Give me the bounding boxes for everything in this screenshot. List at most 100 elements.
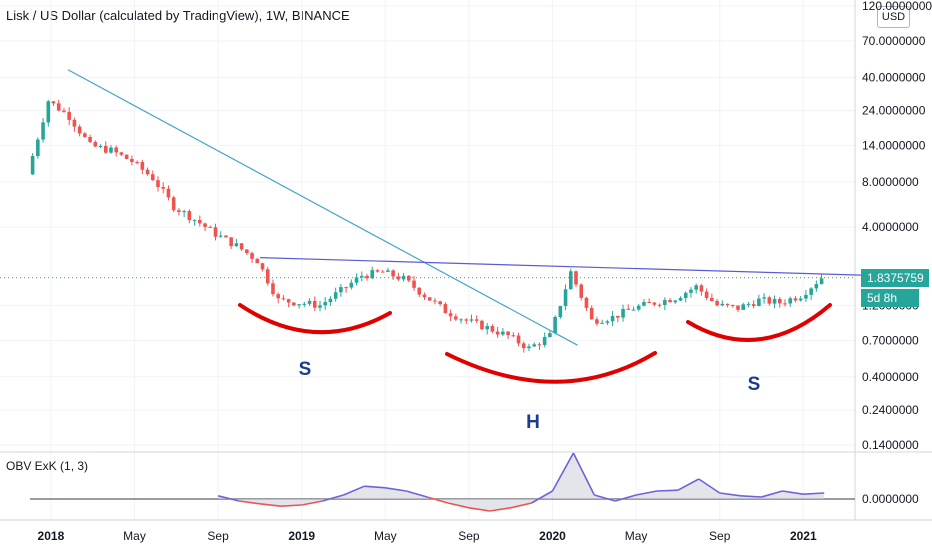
time-tick-label: 2018 bbox=[38, 529, 65, 543]
candle-body bbox=[265, 269, 270, 284]
obv-tick-label: 0.0000000 bbox=[862, 492, 919, 506]
candle-body bbox=[715, 300, 719, 306]
candle-body bbox=[292, 302, 296, 306]
candle-body bbox=[359, 275, 364, 278]
candle-body bbox=[140, 162, 145, 170]
candle-body bbox=[673, 300, 678, 303]
candle-body bbox=[636, 305, 641, 310]
candle-body bbox=[725, 303, 730, 305]
candle-body bbox=[605, 321, 610, 323]
right-shoulder-arc bbox=[686, 303, 832, 342]
obv-line-segment bbox=[510, 502, 532, 509]
candle-body bbox=[616, 315, 620, 318]
candle-body bbox=[98, 145, 103, 147]
obv-line-segment bbox=[468, 507, 490, 512]
candle-body bbox=[532, 344, 537, 347]
candle-body bbox=[72, 119, 77, 127]
obv-line-segment bbox=[301, 500, 323, 506]
head-and-shoulders-pattern bbox=[238, 303, 832, 384]
pattern-label-left-shoulder: S bbox=[299, 359, 312, 380]
time-tick-label: May bbox=[123, 529, 146, 543]
candle-body bbox=[124, 154, 129, 160]
price-axis: 120.0000000 70.0000000 40.0000000 24.000000… bbox=[0, 0, 932, 521]
candle-body bbox=[114, 147, 119, 153]
candle-body bbox=[375, 270, 380, 272]
candle-body bbox=[495, 331, 500, 335]
candle-body bbox=[474, 319, 479, 321]
obv-line-segment bbox=[385, 487, 407, 492]
price-tick-label: 4.0000000 bbox=[862, 220, 919, 234]
pattern-label-right-shoulder: S bbox=[748, 374, 761, 395]
candle-body bbox=[239, 243, 244, 250]
candle-body bbox=[621, 308, 625, 318]
candle-body bbox=[203, 223, 207, 227]
candle-body bbox=[757, 298, 761, 307]
candle-body bbox=[171, 197, 176, 211]
obv-line-segment bbox=[531, 490, 553, 504]
candle-body bbox=[349, 282, 354, 288]
obv-line-segment bbox=[698, 478, 721, 494]
candle-body bbox=[30, 156, 35, 175]
candle-body bbox=[600, 322, 604, 324]
candle-body bbox=[41, 122, 45, 140]
candle-body bbox=[156, 180, 160, 187]
candle-body bbox=[511, 335, 516, 337]
obv-line-segment bbox=[343, 485, 365, 496]
pattern-labels: S H S bbox=[299, 359, 761, 433]
candle-body bbox=[668, 299, 672, 303]
currency-button[interactable]: USD bbox=[877, 6, 910, 28]
candle-body bbox=[67, 111, 71, 120]
candle-body bbox=[93, 141, 98, 147]
candle-body bbox=[736, 305, 740, 310]
candle-body bbox=[286, 299, 291, 303]
obv-line-segment bbox=[364, 485, 386, 489]
obv-line-segment bbox=[719, 492, 741, 497]
obv-line-segment bbox=[594, 494, 616, 502]
price-tick-label: 14.0000000 bbox=[862, 139, 926, 153]
candle-body bbox=[480, 320, 484, 330]
last-price-tag: 1.8375759 bbox=[861, 269, 929, 287]
candle-body bbox=[683, 292, 688, 299]
candle-body bbox=[391, 270, 395, 277]
time-tick-label: May bbox=[374, 529, 397, 543]
obv-indicator-label[interactable]: OBV ExK (1, 3) bbox=[6, 459, 89, 473]
candle-body bbox=[333, 292, 338, 299]
candle-body bbox=[271, 283, 275, 295]
candle-body bbox=[694, 285, 698, 290]
time-tick-label: 2021 bbox=[790, 529, 817, 543]
candle-body bbox=[595, 319, 599, 324]
candle-body bbox=[783, 303, 787, 305]
candle-body bbox=[454, 316, 458, 320]
candle-body bbox=[516, 335, 521, 344]
candle-body bbox=[647, 301, 651, 303]
candle-body bbox=[788, 298, 793, 304]
candle-body bbox=[631, 309, 636, 311]
obv-line-segment bbox=[426, 496, 449, 504]
candle-body bbox=[88, 136, 92, 142]
candle-body bbox=[663, 299, 667, 305]
candle-body bbox=[77, 126, 82, 134]
candle-body bbox=[401, 275, 406, 280]
candle-body bbox=[119, 152, 124, 155]
candle-body bbox=[407, 275, 411, 281]
obv-line-segment bbox=[280, 504, 302, 507]
candle-body bbox=[255, 258, 260, 264]
candle-body bbox=[218, 235, 223, 237]
head-arc bbox=[445, 351, 657, 384]
candle-body bbox=[109, 147, 113, 153]
candle-body bbox=[433, 300, 437, 302]
candle-body bbox=[276, 294, 280, 299]
candle-body bbox=[626, 308, 631, 310]
candle-body bbox=[798, 298, 803, 301]
obv-line-segment bbox=[405, 490, 428, 498]
candle-body bbox=[62, 110, 66, 112]
candle-body bbox=[553, 316, 557, 334]
price-tick-label: 40.0000000 bbox=[862, 70, 926, 84]
obv-line-segment bbox=[782, 490, 804, 495]
candle-body bbox=[422, 294, 427, 298]
candle-body bbox=[485, 326, 489, 330]
candle-body bbox=[234, 243, 239, 247]
obv-line-segment bbox=[656, 489, 678, 492]
candle-body bbox=[135, 162, 139, 164]
